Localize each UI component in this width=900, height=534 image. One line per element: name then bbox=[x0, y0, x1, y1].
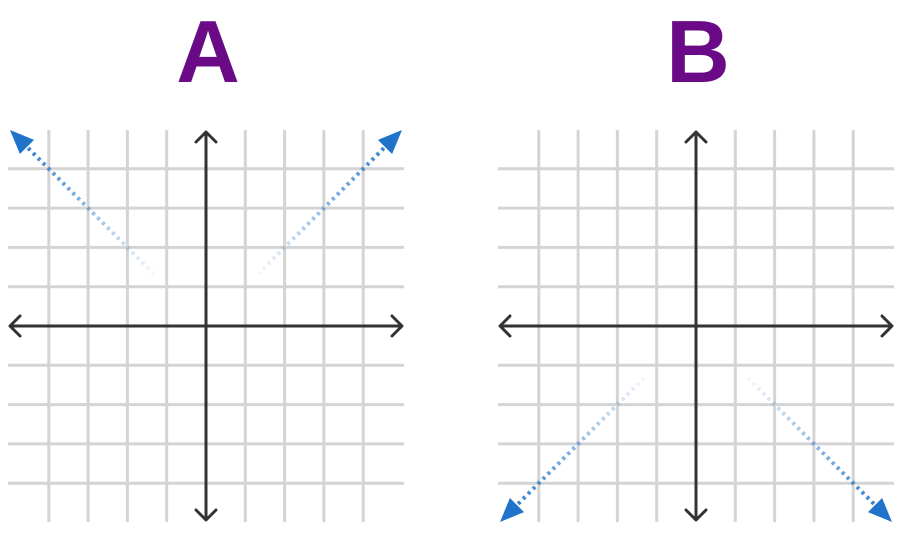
end-behavior-arrow-right-down bbox=[746, 376, 892, 522]
y-axis-up-arrowhead bbox=[684, 130, 708, 144]
y-axis-down-arrowhead bbox=[684, 508, 708, 522]
arrowhead-icon bbox=[867, 497, 892, 522]
end-behavior-arrow-left-up bbox=[10, 130, 156, 276]
x-axis-left-arrowhead bbox=[498, 314, 512, 338]
graph-panel-b: B bbox=[490, 0, 900, 534]
x-axis-right-arrowhead bbox=[880, 314, 894, 338]
y-axis-down-arrowhead bbox=[194, 508, 218, 522]
x-axis-left-arrowhead bbox=[8, 314, 22, 338]
y-axis-up-arrowhead bbox=[194, 130, 218, 144]
arrowhead-icon bbox=[10, 130, 35, 155]
axes bbox=[498, 130, 894, 522]
graph-panel-a: A bbox=[0, 0, 420, 534]
dotted-curve-end bbox=[19, 139, 156, 276]
dotted-curve-end bbox=[509, 376, 646, 513]
arrowhead-icon bbox=[500, 497, 525, 522]
coordinate-plane-a bbox=[8, 130, 404, 522]
arrowhead-icon bbox=[377, 130, 402, 155]
end-behavior-arrow-right-up bbox=[256, 130, 402, 276]
coordinate-plane-b bbox=[498, 130, 894, 522]
x-axis-right-arrowhead bbox=[390, 314, 404, 338]
dotted-curve-end bbox=[746, 376, 883, 513]
panel-label-a: A bbox=[176, 2, 240, 101]
end-behavior-arrow-left-down bbox=[500, 376, 646, 522]
axes bbox=[8, 130, 404, 522]
dotted-curve-end bbox=[256, 139, 393, 276]
panel-label-b: B bbox=[666, 2, 730, 101]
